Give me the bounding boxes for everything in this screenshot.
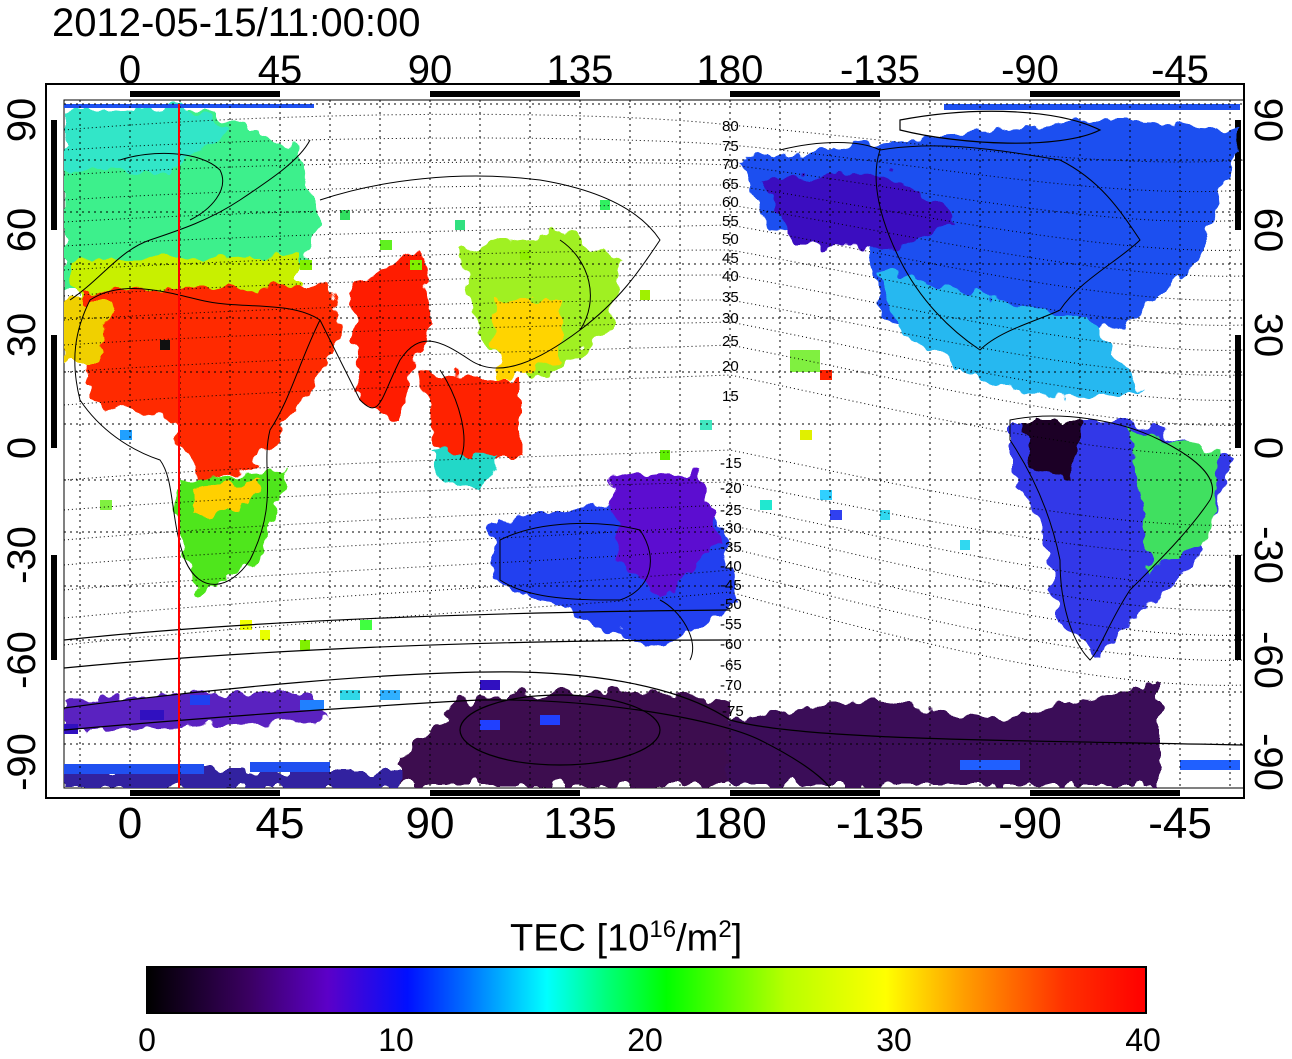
contour-label: -65	[720, 657, 742, 674]
bottom-tick: 45	[255, 799, 305, 848]
bottom-tick: -90	[998, 799, 1062, 848]
map-inner-frame	[63, 99, 1245, 789]
contour-label: 65	[722, 176, 739, 193]
polar-contours	[64, 110, 1244, 788]
bottom-tick: -45	[1148, 799, 1212, 848]
bottom-tick: -135	[835, 799, 925, 848]
top-tick: 0	[118, 48, 142, 92]
contour-label: -70	[720, 677, 742, 694]
bottom-tick: 135	[543, 799, 617, 848]
contour-label: 60	[722, 194, 739, 211]
contour-label: 20	[722, 358, 739, 375]
contour-label: 30	[722, 310, 739, 327]
timestamp: 2012-05-15/11:00:00	[52, 1, 421, 45]
contour-label: -30	[720, 520, 742, 537]
contour-label: -60	[720, 636, 742, 653]
contour-label: -75	[722, 703, 744, 720]
contour-label: 55	[722, 213, 739, 230]
bottom-tick: 180	[693, 799, 767, 848]
colorbar-title: TEC [1016/m2]	[510, 916, 743, 960]
colorbar-tick: 0	[138, 1022, 156, 1058]
contour-label: -40	[720, 558, 742, 575]
contour-label: -25	[720, 502, 742, 519]
contour-label: 15	[722, 388, 739, 405]
contour-label: 70	[722, 156, 739, 173]
contour-label: 40	[722, 268, 739, 285]
bottom-tick: 90	[405, 799, 455, 848]
contour-label: 45	[722, 250, 739, 267]
contour-label: 80	[722, 118, 739, 135]
contour-label: -55	[720, 616, 742, 633]
contour-label: -15	[720, 455, 742, 472]
contour-label: 50	[722, 231, 739, 248]
tec-data	[64, 105, 1244, 788]
colorbar-tick: 30	[876, 1022, 912, 1058]
contour-label: 25	[722, 333, 739, 350]
coastlines	[69, 139, 1213, 661]
contour-label-group: 80 75 70 65 60 55 50 45 40 35 30 25 20 1…	[720, 118, 744, 720]
contour-label: -20	[720, 480, 742, 497]
contour-label: 35	[722, 289, 739, 306]
colorbar-tick: 10	[378, 1022, 414, 1058]
contour-label: -50	[720, 596, 742, 613]
colorbar-tick: 40	[1125, 1022, 1161, 1058]
contour-label: -45	[720, 577, 742, 594]
colorbar	[146, 966, 1147, 1014]
contour-label: 75	[722, 138, 739, 155]
frame-ticks	[51, 91, 1241, 796]
contour-label: -35	[720, 539, 742, 556]
bottom-tick: 0	[117, 799, 143, 848]
colorbar-tick: 20	[627, 1022, 663, 1058]
